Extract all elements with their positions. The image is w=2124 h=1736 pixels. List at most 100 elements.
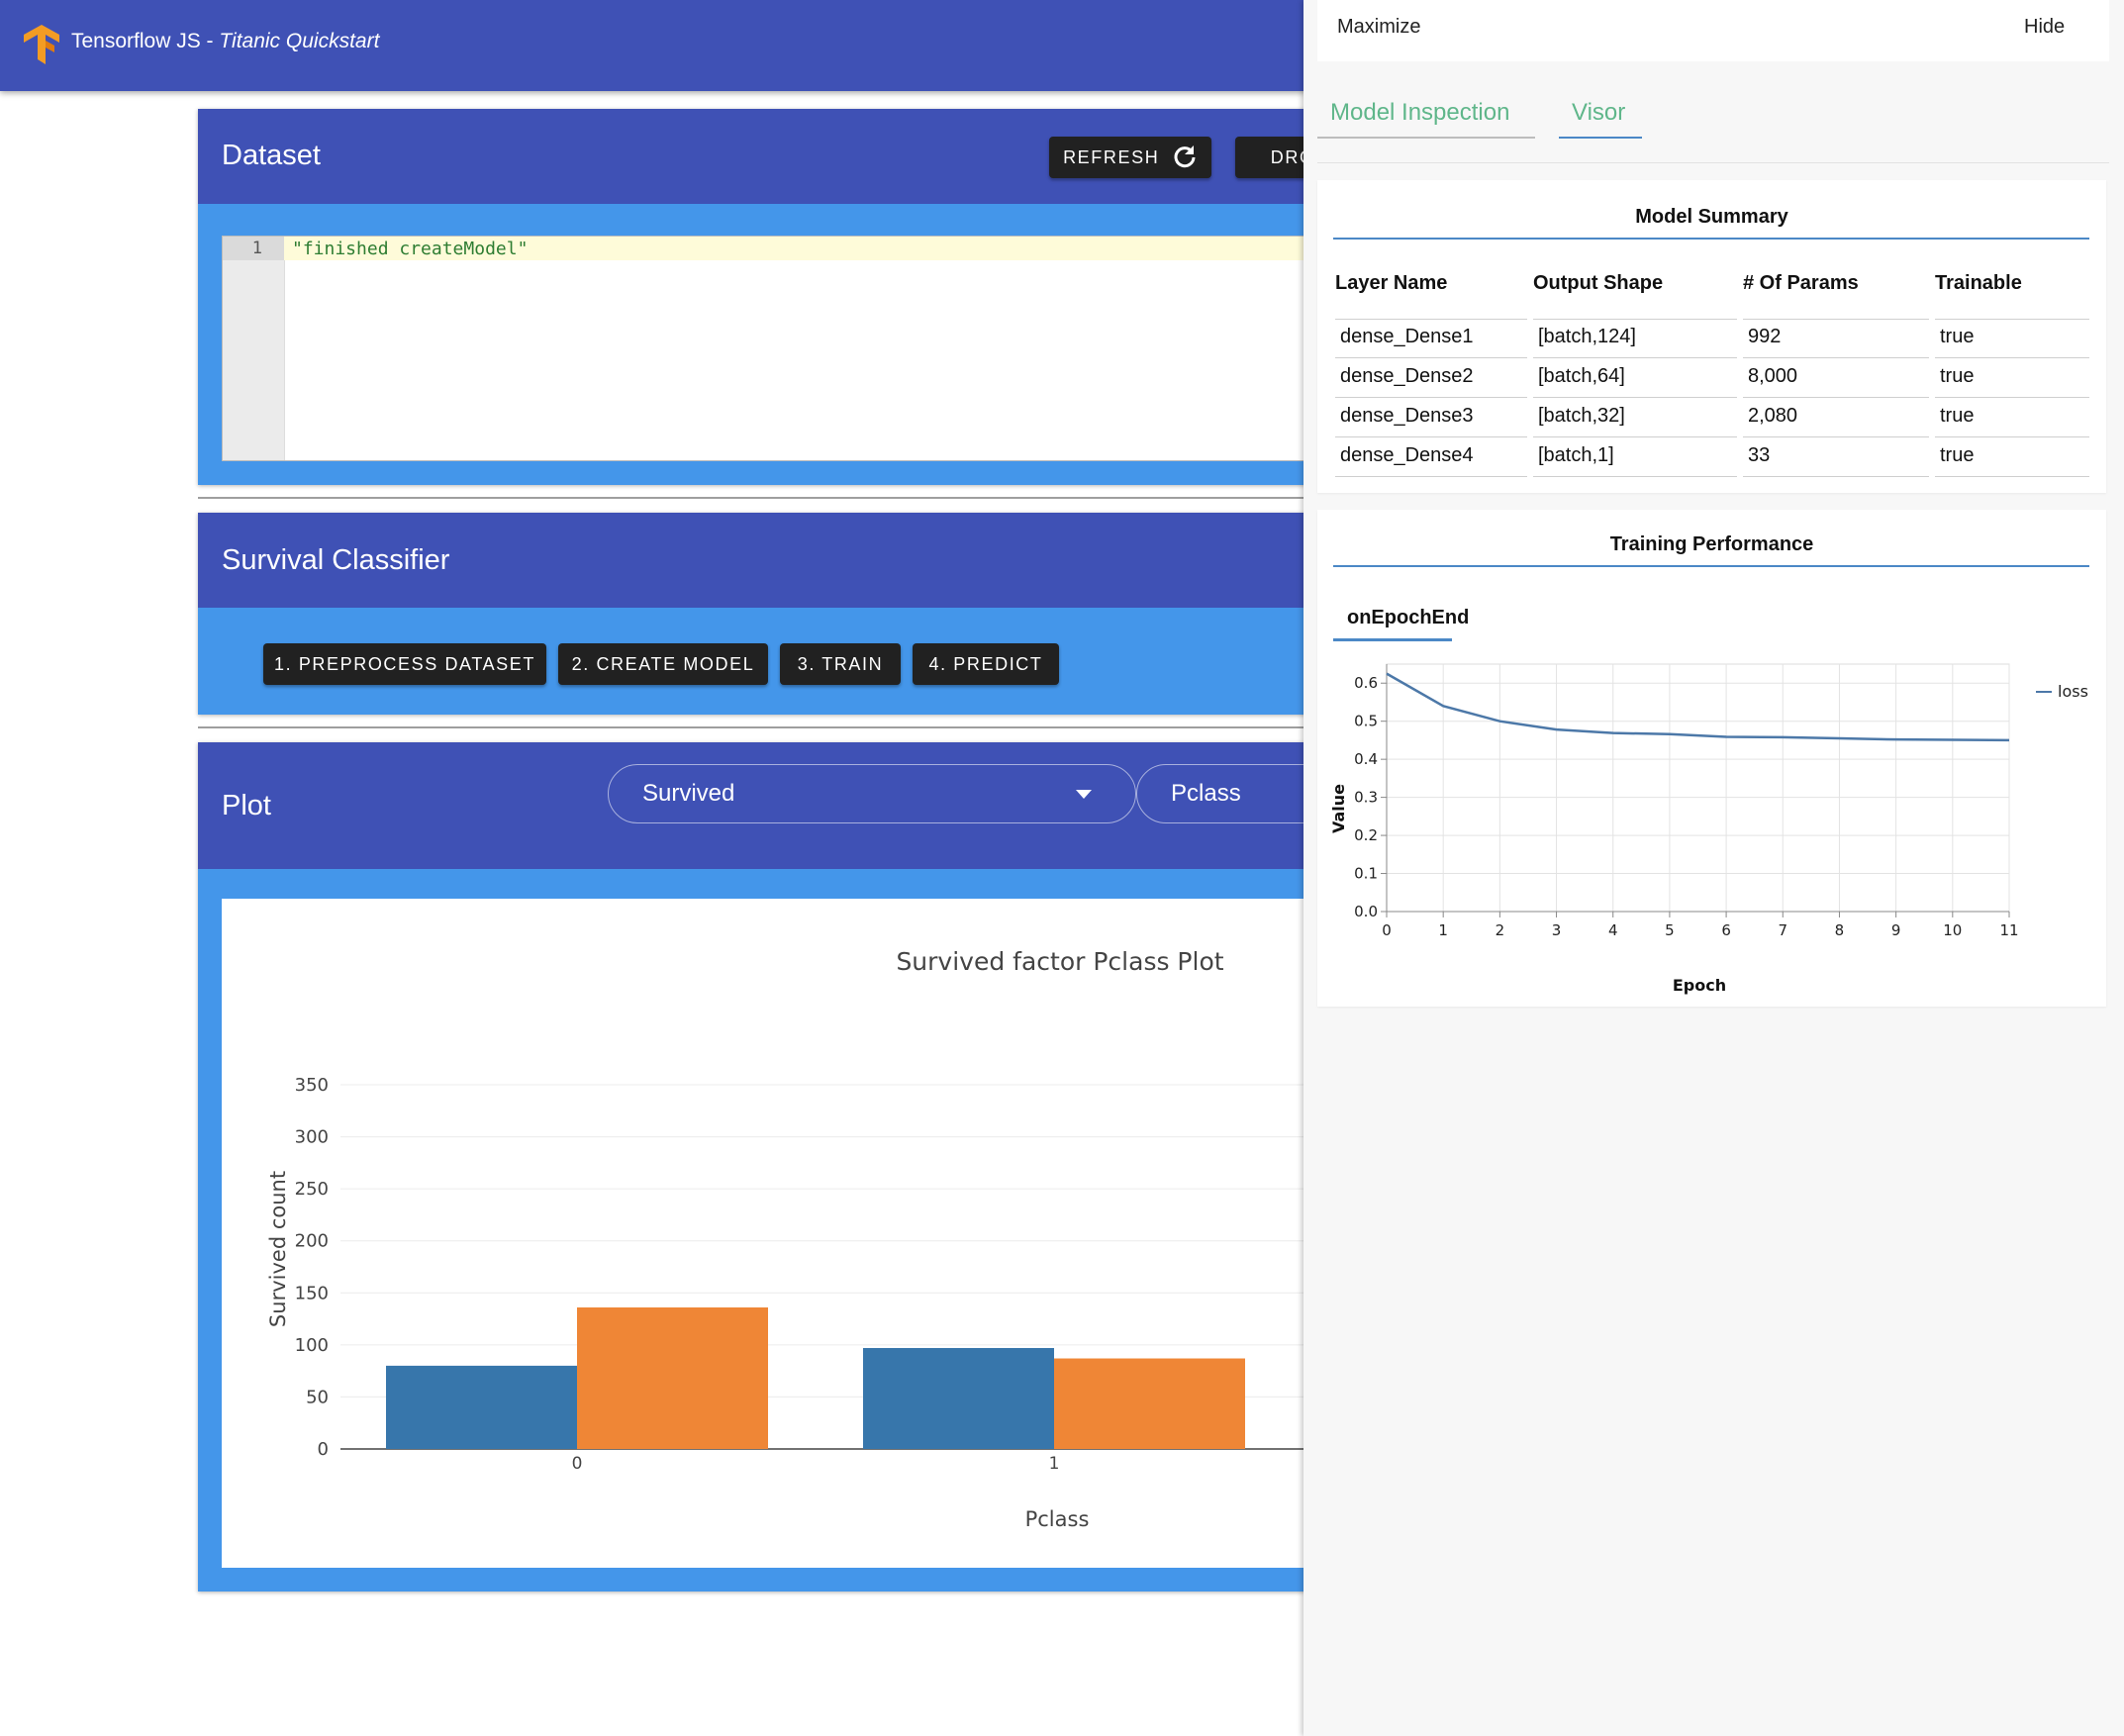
bar-chart-x-label: Pclass [1025,1507,1090,1531]
training-performance-card: Training Performance onEpochEnd 0 1 2 3 4 5 6 7… [1317,510,2106,1007]
table-cell: [batch,64] [1538,365,1625,387]
preprocess-dataset-button[interactable]: 1. PREPROCESS DATASET [263,643,546,685]
line-chart-x-tick: 6 [1721,921,1731,939]
line-chart-x-tick: 5 [1665,921,1675,939]
bar-chart-bar [1054,1358,1245,1449]
table-cell: 2,080 [1748,405,1798,427]
section-divider [198,726,2124,728]
app-title: Tensorflow JS - Titanic Quickstart [71,30,379,53]
train-button[interactable]: 3. TRAIN [780,643,901,685]
table-row-divider [1743,397,1929,398]
table-row-divider [1533,397,1737,398]
table-cell: dense_Dense1 [1340,326,1474,347]
bar-chart-bar [863,1348,1054,1449]
table-cell: true [1940,326,1975,347]
y-variable-value: Survived [642,780,735,807]
line-chart-y-label: Value [1329,784,1348,833]
line-chart-y-tick: 0.0 [1354,903,1378,920]
tab-visor[interactable]: Visor [1572,99,1626,126]
table-cell: [batch,1] [1538,444,1614,466]
plot-title: Plot [222,790,271,821]
column-header-output-shape: Output Shape [1533,272,1664,294]
table-cell: [batch,32] [1538,405,1625,427]
bar-chart-y-tick: 50 [306,1387,329,1407]
loss-line [1386,672,2010,742]
classifier-title: Survival Classifier [222,544,450,576]
bar-chart-y-ticks: 0 50 100 150 200 250 300 350 [295,1075,329,1460]
bar-chart-y-tick: 250 [295,1179,329,1200]
table-header-divider [1935,319,2089,320]
table-row-divider [1533,476,1737,477]
maximize-button[interactable]: Maximize [1337,16,1421,38]
legend-loss-label: loss [2058,682,2088,701]
table-row-divider [1743,436,1929,437]
line-chart-x-tick: 2 [1496,921,1505,939]
line-chart-x-tick: 3 [1552,921,1562,939]
tab-visor-underline [1559,137,1642,139]
predict-button[interactable]: 4. PREDICT [913,643,1059,685]
column-header-params: # Of Params [1743,272,1859,294]
bar-chart-y-tick: 0 [318,1439,329,1460]
line-chart-series [1386,672,2010,742]
line-chart-x-tick: 4 [1608,921,1618,939]
line-chart-x-tick: 10 [1943,921,1962,939]
line-chart-grid [1386,663,2010,913]
line-chart-x-tick: 7 [1778,921,1787,939]
create-model-button[interactable]: 2. CREATE MODEL [558,643,768,685]
table-cell: [batch,124] [1538,326,1636,347]
line-chart-ticks: 0 1 2 3 4 5 6 7 8 9 10 11 0.0 0.1 0.2 0.3 0.4 0.5 0.6 [1354,664,2019,939]
model-summary-card: Model Summary [1317,180,2106,493]
table-row-divider [1935,476,2089,477]
line-chart-x-tick: 1 [1438,921,1448,939]
tab-model-inspection-underline [1317,137,1535,139]
bar-chart-y-tick: 100 [295,1335,329,1356]
model-summary-rule [1333,238,2089,240]
bar-chart-bar [577,1307,768,1449]
section-divider [198,497,2124,499]
line-chart-x-tick: 8 [1835,921,1845,939]
table-cell: true [1940,444,1975,466]
line-chart-x-tick: 11 [1999,921,2018,939]
tab-on-epoch-end-underline [1333,638,1452,641]
table-row-divider [1533,436,1737,437]
refresh-button[interactable]: REFRESH [1049,137,1211,178]
table-row-divider [1743,357,1929,358]
line-chart-frame [1386,663,2010,913]
code-text[interactable]: "finished createModel" [292,239,529,259]
column-header-trainable: Trainable [1935,272,2022,294]
table-row-divider [1935,436,2089,437]
training-performance-rule [1333,565,2089,567]
bar-chart-y-tick: 300 [295,1127,329,1148]
bar-chart-bar [386,1365,577,1449]
tab-on-epoch-end[interactable]: onEpochEnd [1347,607,1470,628]
tensorflow-logo-icon [24,25,59,64]
refresh-icon [1174,145,1196,168]
table-cell: true [1940,365,1975,387]
table-cell: dense_Dense4 [1340,444,1474,466]
table-cell: 8,000 [1748,365,1798,387]
bar-chart-y-label: Survived count [266,1171,290,1327]
table-row-divider [1743,476,1929,477]
bar-chart-y-tick: 150 [295,1283,329,1303]
line-chart-y-tick: 0.2 [1354,826,1378,844]
column-header-layer-name: Layer Name [1335,272,1448,294]
tab-model-inspection[interactable]: Model Inspection [1330,99,1510,126]
app-title-prefix: Tensorflow JS - [71,30,220,52]
bar-chart-y-tick: 350 [295,1075,329,1096]
hide-button[interactable]: Hide [2024,16,2066,38]
y-variable-select[interactable]: Survived [608,764,1136,823]
table-row-divider [1335,397,1527,398]
bar-chart-y-tick: 200 [295,1231,329,1252]
x-variable-value: Pclass [1171,780,1241,807]
editor-gutter [223,237,285,460]
table-row-divider [1335,436,1527,437]
table-cell: 33 [1748,444,1771,466]
table-header-divider [1743,319,1929,320]
app-title-subtitle: Titanic Quickstart [219,30,380,52]
bar-chart-title: Survived factor Pclass Plot [896,947,1223,976]
table-cell: true [1940,405,1975,427]
line-chart-x-tick: 9 [1891,921,1901,939]
table-row-divider [1533,357,1737,358]
bar-chart-x-tick: 0 [572,1454,583,1474]
